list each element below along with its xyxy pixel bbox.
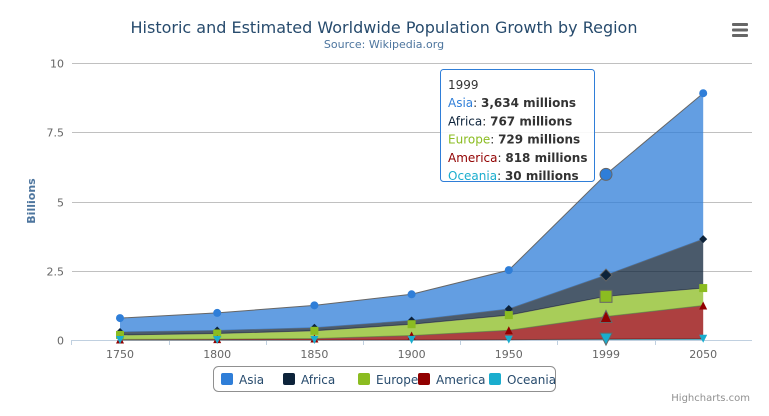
marker-oceania-1800[interactable] xyxy=(213,335,222,344)
marker-asia-2050[interactable] xyxy=(699,89,708,98)
marker-europe-1999[interactable] xyxy=(599,289,613,303)
legend-label[interactable]: America xyxy=(436,373,486,387)
marker-africa-2050[interactable] xyxy=(699,235,708,244)
x-axis-labels: 1750 1800 1850 1900 1950 1999 2050 xyxy=(106,348,717,361)
tooltip-row: Asia: 3,634 millions xyxy=(448,96,576,110)
marker-america-2050[interactable] xyxy=(699,301,708,310)
marker-europe-1900[interactable] xyxy=(407,320,416,329)
legend-box xyxy=(213,366,556,392)
area-africa xyxy=(120,239,704,335)
marker-oceania-1950[interactable] xyxy=(504,335,513,344)
legend-item-europe[interactable]: Europe xyxy=(358,373,418,387)
x-tick-label: 1850 xyxy=(300,348,328,361)
marker-oceania-1750[interactable] xyxy=(116,335,124,344)
legend-item-oceania[interactable]: Oceania xyxy=(489,373,556,387)
hamburger-menu-icon[interactable] xyxy=(732,23,748,37)
marker-oceania-1999[interactable] xyxy=(599,332,613,347)
marker-europe-1850[interactable] xyxy=(310,326,319,335)
marker-asia-1750[interactable] xyxy=(116,314,124,323)
x-tick-label: 1900 xyxy=(398,348,426,361)
marker-europe-1950[interactable] xyxy=(504,311,513,320)
series-areas xyxy=(119,92,704,341)
series-markers xyxy=(116,89,708,347)
chart-subtitle: Source: Wikipedia.org xyxy=(324,38,444,51)
marker-europe-1750[interactable] xyxy=(116,330,124,339)
tooltip-row: Oceania: 30 millions xyxy=(448,169,579,183)
tooltip-value: 767 millions xyxy=(490,114,572,128)
marker-america-1999[interactable] xyxy=(599,309,613,324)
y-tick-label: 0 xyxy=(57,335,64,348)
x-tick-label: 1950 xyxy=(495,348,523,361)
credits-link[interactable]: Highcharts.com xyxy=(671,393,750,404)
tooltip-value: 729 millions xyxy=(498,133,580,147)
tooltip-value: 3,634 millions xyxy=(481,96,576,110)
x-tick-label: 1800 xyxy=(203,348,231,361)
y-axis-title: Billions xyxy=(25,178,38,224)
y-tick-label: 10 xyxy=(50,58,64,71)
marker-oceania-1850[interactable] xyxy=(310,335,319,344)
legend: Asia Africa Europe America Oceania xyxy=(213,366,556,392)
legend-item-africa[interactable]: Africa xyxy=(283,373,335,387)
x-tick-label: 2050 xyxy=(689,348,717,361)
marker-europe-2050[interactable] xyxy=(699,284,708,293)
marker-asia-1900[interactable] xyxy=(407,290,416,299)
marker-oceania-1900[interactable] xyxy=(407,335,416,344)
tooltip-value: 30 millions xyxy=(505,169,579,183)
tooltip-row: Africa: 767 millions xyxy=(448,114,572,128)
legend-swatch[interactable] xyxy=(283,373,295,385)
tooltip-series-name: Europe xyxy=(448,133,490,147)
marker-europe-1800[interactable] xyxy=(213,329,222,338)
y-axis-labels: 0 2.5 5 7.5 10 xyxy=(47,58,65,348)
x-tick-label: 1999 xyxy=(592,348,620,361)
legend-label[interactable]: Asia xyxy=(239,373,264,387)
tooltip-value: 818 millions xyxy=(505,151,587,165)
tooltip-series-name: Asia xyxy=(448,96,473,110)
marker-oceania-2050[interactable] xyxy=(699,334,708,343)
tooltip-series-name: America xyxy=(448,151,498,165)
chart-title: Historic and Estimated Worldwide Populat… xyxy=(131,18,638,37)
y-tick-label: 5 xyxy=(57,197,64,210)
marker-asia-1850[interactable] xyxy=(310,301,319,310)
y-tick-label: 2.5 xyxy=(47,266,65,279)
marker-asia-1999[interactable] xyxy=(599,167,613,181)
legend-label[interactable]: Europe xyxy=(376,373,418,387)
y-tick-label: 7.5 xyxy=(47,127,65,140)
tooltip-series-name: Africa xyxy=(448,114,482,128)
export-menu-button[interactable] xyxy=(728,19,752,41)
legend-item-america[interactable]: America xyxy=(418,373,486,387)
x-tick-label: 1750 xyxy=(106,348,134,361)
marker-america-1950[interactable] xyxy=(504,326,513,335)
tooltip-series-name: Oceania xyxy=(448,169,497,183)
area-asia xyxy=(120,93,704,332)
marker-africa-1999[interactable] xyxy=(599,268,613,282)
legend-swatch[interactable] xyxy=(221,373,233,385)
marker-asia-1800[interactable] xyxy=(213,308,222,317)
legend-swatch[interactable] xyxy=(418,373,430,385)
legend-swatch[interactable] xyxy=(358,373,370,385)
tooltip-row: Europe: 729 millions xyxy=(448,133,580,147)
marker-africa-1950[interactable] xyxy=(504,304,513,313)
marker-asia-1950[interactable] xyxy=(504,266,513,275)
tooltip-row: America: 818 millions xyxy=(448,151,587,165)
legend-item-asia[interactable]: Asia xyxy=(221,373,264,387)
tooltip: 1999 Asia: 3,634 millions Africa: 767 mil… xyxy=(440,69,595,183)
legend-swatch[interactable] xyxy=(489,373,501,385)
area-america xyxy=(120,305,704,340)
tooltip-header: 1999 xyxy=(448,78,479,92)
legend-label[interactable]: Africa xyxy=(301,373,335,387)
legend-label[interactable]: Oceania xyxy=(507,373,556,387)
tooltip-box xyxy=(440,69,595,182)
